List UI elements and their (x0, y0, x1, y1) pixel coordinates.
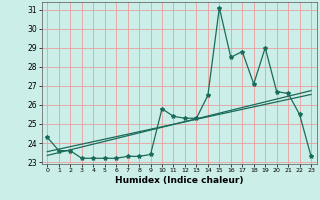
X-axis label: Humidex (Indice chaleur): Humidex (Indice chaleur) (115, 176, 244, 185)
